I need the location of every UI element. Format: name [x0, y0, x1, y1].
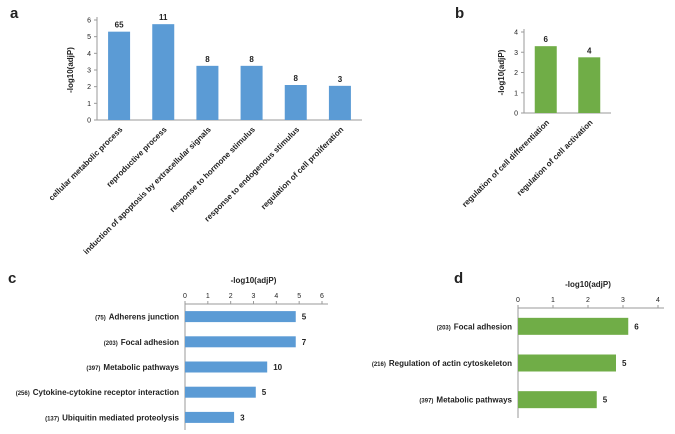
bar-a-3 — [196, 65, 219, 120]
y-tick-label-a: 2 — [87, 84, 91, 91]
panel-letter-c: c — [8, 270, 16, 287]
y-tick-label-a: 5 — [87, 34, 91, 41]
bar-count-label: 10 — [273, 363, 282, 372]
bar-c-4 — [185, 386, 256, 398]
y-tick-label-b: 2 — [514, 70, 518, 77]
bar-b-2 — [578, 57, 601, 113]
x-tick-label-c: 4 — [274, 293, 278, 300]
category-label: Regulation of actin cytoskeleton — [389, 359, 512, 368]
category-label: regulation of cell differentiation — [460, 118, 551, 209]
gene-count-label: (203) — [104, 341, 118, 347]
bar-c-1 — [185, 311, 296, 323]
y-axis-title-a: -log10(adjP) — [66, 47, 75, 93]
bar-count-label: 8 — [294, 74, 299, 83]
bar-count-label: 7 — [302, 338, 307, 347]
y-tick-label-a: 4 — [87, 51, 91, 58]
panel-letter-b: b — [455, 5, 464, 22]
x-tick-label-d: 2 — [586, 297, 590, 304]
x-axis-title-d: -log10(adjP) — [565, 280, 611, 289]
bar-count-label: 5 — [622, 359, 627, 368]
bar-count-label: 11 — [159, 13, 168, 22]
bar-count-label: 6 — [634, 322, 639, 331]
category-label: Adherens junction — [109, 313, 179, 322]
category-label: cellular metabolic process — [47, 125, 125, 203]
gene-count-label: (203) — [437, 325, 451, 331]
bar-c-3 — [185, 361, 268, 373]
category-label: regulation of cell activation — [515, 118, 595, 198]
x-tick-label-c: 0 — [183, 293, 187, 300]
category-label: Focal adhesion — [121, 338, 179, 347]
bar-d-3 — [518, 391, 597, 409]
x-tick-label-d: 3 — [621, 297, 625, 304]
y-tick-label-a: 3 — [87, 68, 91, 75]
x-tick-label-c: 3 — [252, 293, 256, 300]
x-axis-title-c: -log10(adjP) — [231, 276, 277, 285]
y-tick-label-a: 1 — [87, 101, 91, 108]
gene-count-label: (397) — [419, 399, 433, 405]
x-tick-label-c: 2 — [229, 293, 233, 300]
x-tick-label-d: 4 — [656, 297, 660, 304]
y-tick-label-b: 1 — [514, 90, 518, 97]
gene-count-label: (75) — [95, 316, 106, 322]
category-label: response to hormone stimulus — [168, 125, 257, 214]
bar-count-label: 65 — [115, 21, 124, 30]
x-tick-label-c: 1 — [206, 293, 210, 300]
y-axis-title-b: -log10(adjP) — [497, 49, 506, 95]
gene-count-label: (216) — [372, 362, 386, 368]
gene-count-label: (256) — [16, 391, 30, 397]
gene-count-label: (137) — [45, 416, 59, 422]
bar-d-2 — [518, 354, 616, 372]
bar-count-label: 8 — [205, 55, 210, 64]
bar-c-5 — [185, 411, 235, 423]
y-tick-label-b: 3 — [514, 50, 518, 57]
bar-b-1 — [534, 46, 557, 113]
bar-count-label: 8 — [249, 55, 254, 64]
bar-a-2 — [152, 24, 175, 121]
gene-count-label: (397) — [86, 366, 100, 372]
panel-letter-a: a — [10, 5, 19, 22]
category-label: regulation of cell proliferation — [259, 125, 345, 211]
x-tick-label-d: 0 — [516, 297, 520, 304]
bar-a-6 — [328, 85, 351, 120]
category-label: Cytokine-cytokine receptor interaction — [33, 388, 179, 397]
bar-d-1 — [518, 317, 629, 335]
bar-count-label: 5 — [603, 396, 608, 405]
bar-count-label: 3 — [240, 413, 245, 422]
x-tick-label-c: 6 — [320, 293, 324, 300]
bar-count-label: 5 — [262, 388, 267, 397]
y-tick-label-a: 0 — [87, 118, 91, 125]
bar-count-label: 6 — [544, 35, 549, 44]
x-tick-label-c: 5 — [297, 293, 301, 300]
bar-count-label: 4 — [587, 46, 592, 55]
y-tick-label-a: 6 — [87, 18, 91, 25]
panel-letter-d: d — [454, 270, 463, 287]
y-tick-label-b: 4 — [514, 30, 518, 37]
category-label: Ubiquitin mediated proteolysis — [62, 413, 179, 422]
x-tick-label-d: 1 — [551, 297, 555, 304]
bar-a-1 — [108, 31, 131, 121]
bar-c-2 — [185, 336, 296, 348]
bar-count-label: 5 — [302, 313, 307, 322]
category-label: Focal adhesion — [454, 322, 512, 331]
category-label: Metabolic pathways — [436, 396, 512, 405]
bar-a-4 — [240, 65, 263, 120]
category-label: response to endogenous stimulus — [203, 125, 302, 224]
y-tick-label-b: 0 — [514, 111, 518, 118]
bar-a-5 — [284, 85, 307, 120]
bar-count-label: 3 — [338, 75, 343, 84]
category-label: Metabolic pathways — [103, 363, 179, 372]
